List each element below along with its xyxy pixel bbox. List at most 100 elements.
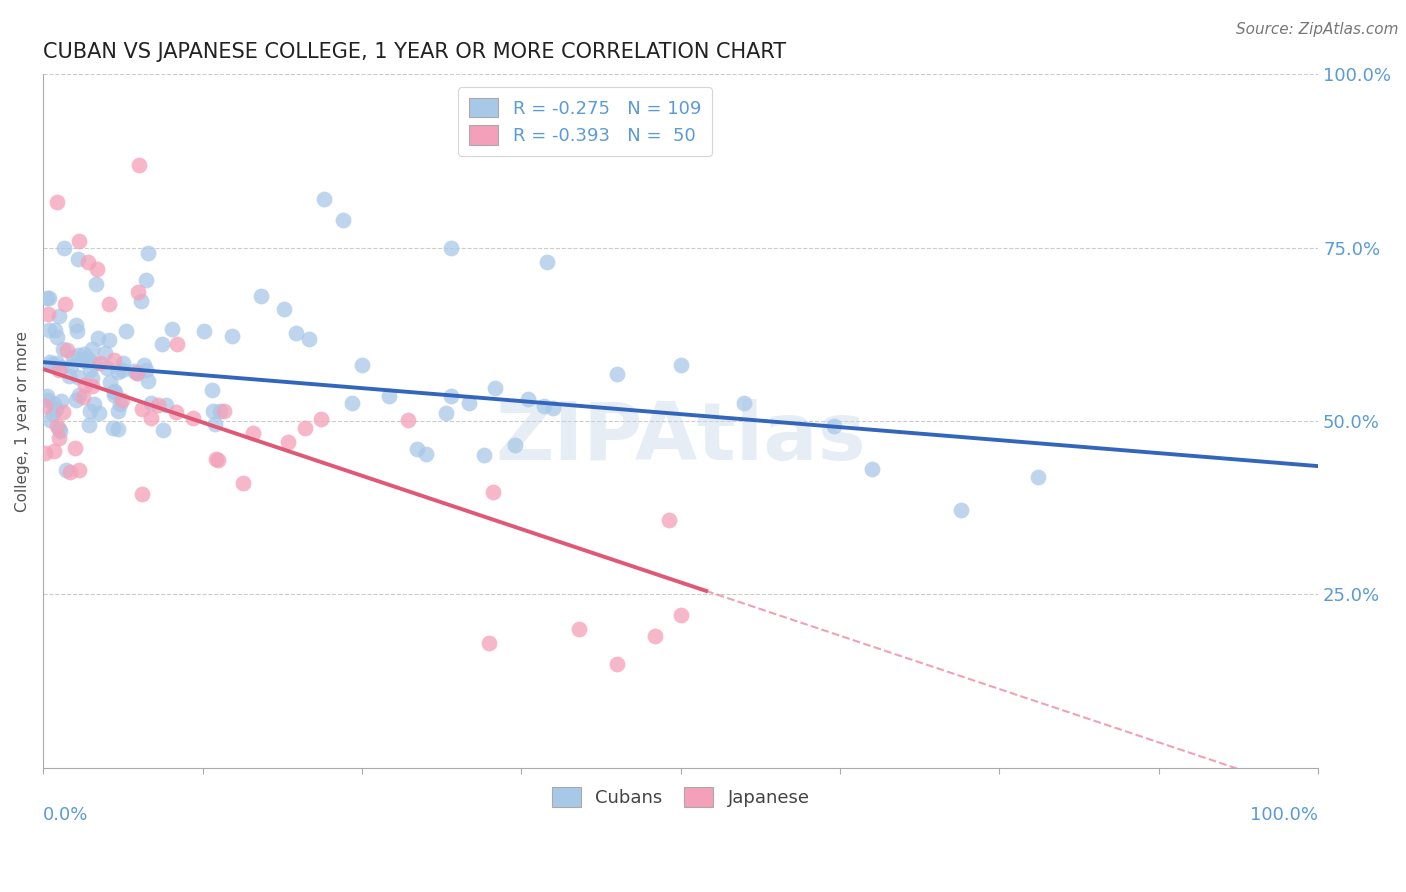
Point	[458, 396, 481, 410]
Point	[658, 513, 681, 527]
Point	[107, 422, 129, 436]
Point	[67, 252, 90, 266]
Point	[669, 358, 692, 372]
Point	[503, 438, 526, 452]
Point	[103, 353, 125, 368]
Point	[35, 389, 58, 403]
Point	[242, 425, 264, 440]
Point	[34, 399, 56, 413]
Point	[146, 398, 169, 412]
Point	[111, 363, 134, 377]
Point	[162, 321, 184, 335]
Point	[201, 404, 224, 418]
Point	[232, 475, 254, 490]
Point	[48, 363, 70, 377]
Point	[125, 366, 148, 380]
Point	[42, 444, 65, 458]
Point	[1026, 469, 1049, 483]
Point	[135, 363, 157, 377]
Point	[97, 296, 120, 310]
Point	[101, 420, 124, 434]
Point	[46, 195, 69, 210]
Point	[60, 359, 83, 373]
Point	[52, 342, 75, 356]
Point	[484, 381, 506, 395]
Point	[65, 392, 87, 407]
Point	[155, 398, 177, 412]
Point	[39, 354, 62, 368]
Point	[41, 357, 63, 371]
Point	[298, 332, 321, 346]
Point	[86, 261, 108, 276]
Point	[96, 361, 118, 376]
Point	[76, 351, 98, 366]
Point	[128, 157, 150, 171]
Point	[669, 608, 692, 623]
Point	[97, 333, 120, 347]
Point	[481, 484, 503, 499]
Point	[44, 397, 66, 411]
Point	[214, 404, 236, 418]
Y-axis label: College, 1 year or more: College, 1 year or more	[15, 331, 30, 512]
Point	[134, 358, 156, 372]
Point	[49, 394, 72, 409]
Point	[568, 622, 591, 636]
Point	[83, 355, 105, 369]
Text: 0.0%: 0.0%	[44, 805, 89, 824]
Point	[56, 343, 79, 358]
Point	[100, 375, 122, 389]
Point	[201, 384, 224, 398]
Point	[125, 367, 148, 381]
Point	[84, 277, 107, 291]
Point	[284, 326, 307, 341]
Point	[48, 421, 70, 435]
Point	[72, 390, 94, 404]
Point	[38, 412, 60, 426]
Point	[135, 273, 157, 287]
Point	[478, 636, 501, 650]
Point	[42, 407, 65, 421]
Point	[111, 392, 134, 407]
Point	[536, 254, 558, 268]
Point	[294, 421, 316, 435]
Point	[67, 234, 90, 248]
Point	[350, 358, 373, 372]
Point	[606, 368, 628, 382]
Point	[45, 419, 67, 434]
Point	[37, 307, 59, 321]
Point	[38, 323, 60, 337]
Point	[440, 241, 463, 255]
Point	[733, 396, 755, 410]
Point	[823, 418, 845, 433]
Point	[80, 379, 103, 393]
Point	[69, 463, 91, 477]
Point	[606, 657, 628, 671]
Point	[53, 241, 76, 255]
Point	[950, 503, 973, 517]
Point	[45, 330, 67, 344]
Point	[139, 396, 162, 410]
Point	[396, 413, 419, 427]
Legend: Cubans, Japanese: Cubans, Japanese	[544, 780, 817, 814]
Point	[152, 423, 174, 437]
Point	[94, 345, 117, 359]
Point	[80, 343, 103, 357]
Point	[309, 412, 332, 426]
Point	[136, 245, 159, 260]
Point	[115, 324, 138, 338]
Point	[415, 447, 437, 461]
Text: 100.0%: 100.0%	[1250, 805, 1319, 824]
Point	[72, 352, 94, 367]
Point	[533, 399, 555, 413]
Point	[131, 401, 153, 416]
Point	[250, 289, 273, 303]
Point	[52, 404, 75, 418]
Point	[221, 329, 243, 343]
Point	[472, 448, 495, 462]
Point	[73, 347, 96, 361]
Point	[340, 396, 363, 410]
Point	[73, 354, 96, 368]
Point	[62, 350, 84, 364]
Point	[378, 389, 401, 403]
Point	[165, 405, 187, 419]
